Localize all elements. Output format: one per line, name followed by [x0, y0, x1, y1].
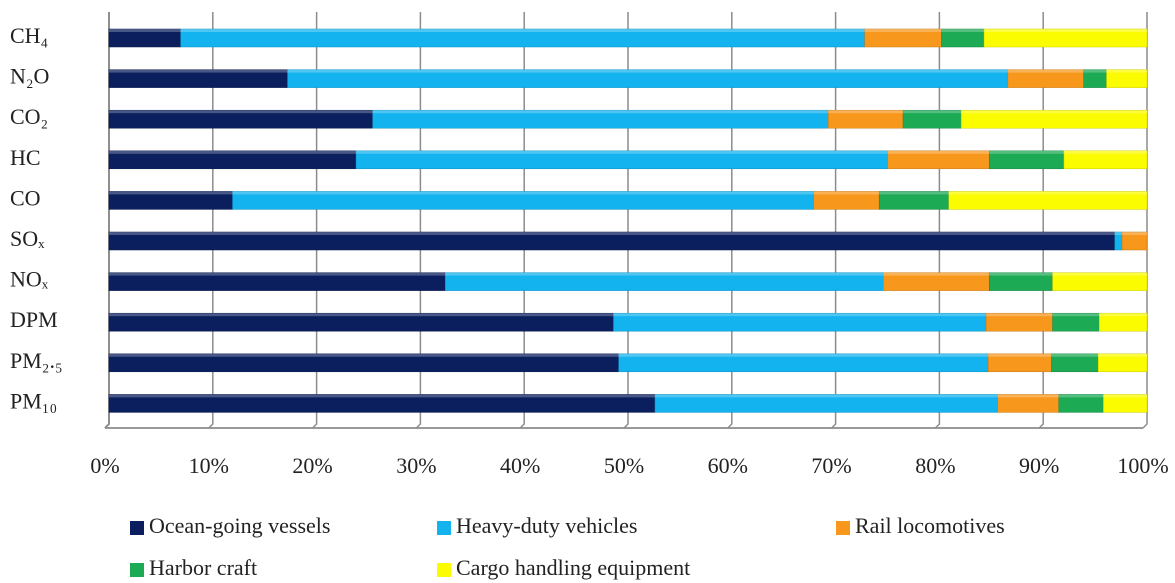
bar-segment	[1103, 394, 1148, 413]
grid-line	[519, 12, 525, 429]
bar-top-shade	[109, 150, 1147, 154]
y-tick-label: CO	[10, 185, 41, 210]
grid-line	[831, 12, 837, 429]
x-tick-label: 0%	[90, 453, 119, 478]
bar-segment	[1063, 150, 1148, 170]
x-tick-label: 50%	[604, 453, 644, 478]
grid-line	[934, 12, 941, 429]
legend-label: Heavy-duty vehicles	[456, 513, 637, 538]
y-tick-label: HC	[10, 145, 41, 170]
bar-top-shade	[109, 29, 1147, 32]
bar-segment	[1121, 231, 1148, 251]
legend-label: Ocean-going vessels	[149, 513, 330, 538]
y-tick-label: SOₓ	[10, 226, 45, 251]
legend-swatch	[130, 563, 144, 577]
x-tick-label: 100%	[1117, 453, 1168, 478]
grid-line	[1142, 12, 1148, 429]
x-tick-label: 80%	[915, 453, 955, 478]
legend-swatch	[836, 521, 850, 535]
x-tick-label: 10%	[189, 453, 229, 478]
bar-top-shade	[109, 232, 1147, 235]
x-tick-label: 90%	[1019, 453, 1059, 478]
bar-top-shade	[109, 191, 1147, 195]
x-tick-label: 40%	[500, 453, 540, 478]
y-tick-label: CH₄	[10, 23, 48, 48]
legend-swatch	[437, 521, 451, 535]
y-tick-label: PM₂.₅	[10, 348, 63, 373]
legend-swatch	[437, 563, 451, 577]
x-tick-label: 20%	[292, 453, 332, 478]
grid-line	[104, 12, 110, 429]
bar-segment	[983, 28, 1148, 48]
grid-line	[415, 12, 422, 429]
legend-label: Rail locomotives	[855, 513, 1005, 538]
bar-segment	[1099, 312, 1148, 332]
bar-top-shade	[109, 110, 1147, 114]
bar-segment	[1106, 69, 1148, 88]
y-tick-label: PM₁₀	[10, 388, 57, 413]
bar-segment	[948, 191, 1148, 210]
grid-line	[623, 12, 629, 429]
bar-segment	[960, 109, 1148, 129]
bar-top-shade	[109, 394, 1147, 398]
grid-line	[208, 12, 214, 429]
bar-top-shade	[109, 69, 1147, 73]
x-tick-label: 60%	[708, 453, 748, 478]
legend-swatch	[130, 521, 144, 535]
grid-line	[727, 12, 733, 429]
bar-segment	[1052, 272, 1148, 291]
bar-segment	[1097, 353, 1148, 373]
y-tick-label: N₂O	[10, 64, 49, 89]
x-tick-label: 70%	[811, 453, 851, 478]
legend-label: Harbor craft	[149, 555, 257, 580]
x-tick-label: 30%	[396, 453, 436, 478]
bar-top-shade	[109, 272, 1147, 276]
grid-line	[1038, 12, 1044, 429]
y-tick-label: NOₓ	[10, 267, 49, 292]
y-tick-label: DPM	[10, 307, 58, 332]
bar-top-shade	[109, 313, 1147, 317]
bar-top-shade	[109, 353, 1147, 357]
y-tick-label: CO₂	[10, 104, 48, 129]
legend-label: Cargo handling equipment	[456, 555, 690, 580]
grid-line	[312, 12, 318, 429]
